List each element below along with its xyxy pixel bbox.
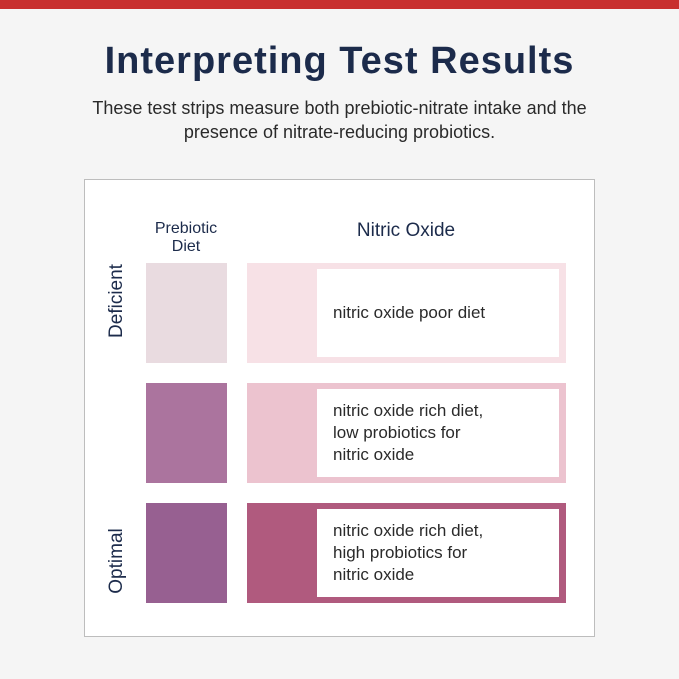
result-box-1: nitric oxide poor diet	[317, 269, 559, 357]
prebiotic-swatch-2	[146, 383, 227, 483]
top-accent-bar	[0, 0, 679, 9]
side-label-deficient: Deficient	[106, 264, 127, 338]
prebiotic-swatch-3	[146, 503, 227, 603]
result-text-3: nitric oxide rich diet, high probiotics …	[333, 521, 484, 584]
result-text-1: nitric oxide poor diet	[333, 303, 486, 322]
column-header-prebiotic: Prebiotic Diet	[154, 220, 218, 255]
page-subtitle: These test strips measure both prebiotic…	[92, 98, 587, 142]
nitric-oxide-strip-3: nitric oxide rich diet, high probiotics …	[247, 503, 566, 603]
result-box-2: nitric oxide rich diet, low probiotics f…	[317, 389, 559, 477]
side-label-optimal: Optimal	[106, 528, 127, 594]
nitric-oxide-strip-1: nitric oxide poor diet	[247, 263, 566, 363]
result-text-2: nitric oxide rich diet, low probiotics f…	[333, 401, 484, 464]
prebiotic-swatch-1	[146, 263, 227, 363]
page-title: Interpreting Test Results	[104, 40, 575, 82]
results-panel: Prebiotic Diet Nitric Oxide Deficient Op…	[84, 179, 595, 637]
result-box-3: nitric oxide rich diet, high probiotics …	[317, 509, 559, 597]
column-header-nitric-oxide: Nitric Oxide	[356, 220, 456, 241]
nitric-oxide-strip-2: nitric oxide rich diet, low probiotics f…	[247, 383, 566, 483]
